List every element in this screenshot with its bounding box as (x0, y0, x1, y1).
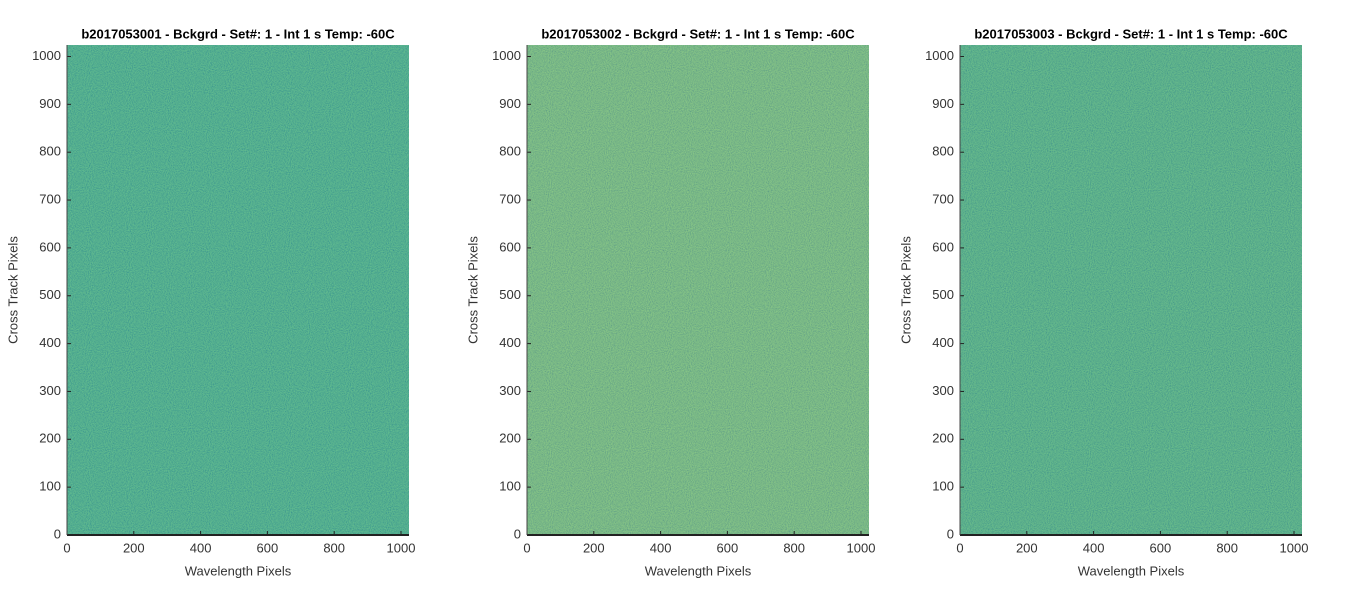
x-tick-label: 1000 (1280, 540, 1309, 555)
y-tick-label: 600 (932, 239, 954, 254)
x-tick-label: 0 (523, 540, 530, 555)
y-axis-label: Cross Track Pixels (898, 236, 913, 344)
y-tick-label: 0 (54, 526, 61, 541)
heatmap-noise (527, 45, 869, 535)
y-tick-label: 200 (932, 431, 954, 446)
y-tick-label: 400 (932, 335, 954, 350)
y-tick-label: 1000 (32, 48, 61, 63)
chart-title: b2017053001 - Bckgrd - Set#: 1 - Int 1 s… (81, 26, 395, 41)
x-tick-label: 800 (323, 540, 345, 555)
heatmap-noise (960, 45, 1302, 535)
x-tick-label: 400 (650, 540, 672, 555)
y-tick-label: 300 (499, 383, 521, 398)
x-tick-label: 600 (257, 540, 279, 555)
x-tick-label: 200 (123, 540, 145, 555)
x-tick-label: 600 (717, 540, 739, 555)
chart-title: b2017053002 - Bckgrd - Set#: 1 - Int 1 s… (541, 26, 855, 41)
y-tick-label: 300 (39, 383, 61, 398)
y-tick-label: 200 (499, 431, 521, 446)
x-axis-label: Wavelength Pixels (1078, 563, 1185, 578)
y-tick-label: 600 (499, 239, 521, 254)
y-tick-label: 600 (39, 239, 61, 254)
x-tick-label: 400 (1083, 540, 1105, 555)
y-tick-label: 400 (39, 335, 61, 350)
y-tick-label: 700 (932, 191, 954, 206)
y-tick-label: 0 (947, 526, 954, 541)
y-tick-label: 500 (932, 287, 954, 302)
x-tick-label: 1000 (847, 540, 876, 555)
x-tick-label: 0 (956, 540, 963, 555)
y-tick-label: 400 (499, 335, 521, 350)
y-tick-label: 800 (932, 144, 954, 159)
y-tick-label: 300 (932, 383, 954, 398)
y-axis-label: Cross Track Pixels (5, 236, 20, 344)
heatmap-noise (67, 45, 409, 535)
y-tick-label: 1000 (925, 48, 954, 63)
chart-title: b2017053003 - Bckgrd - Set#: 1 - Int 1 s… (974, 26, 1288, 41)
x-tick-label: 0 (63, 540, 70, 555)
y-axis-label: Cross Track Pixels (465, 236, 480, 344)
x-tick-label: 400 (190, 540, 212, 555)
y-tick-label: 900 (39, 96, 61, 111)
x-tick-label: 800 (783, 540, 805, 555)
y-tick-label: 100 (932, 479, 954, 494)
x-tick-label: 600 (1150, 540, 1172, 555)
y-tick-label: 0 (514, 526, 521, 541)
y-tick-label: 700 (39, 191, 61, 206)
y-tick-label: 900 (499, 96, 521, 111)
y-tick-label: 100 (39, 479, 61, 494)
y-tick-label: 500 (499, 287, 521, 302)
x-tick-label: 200 (583, 540, 605, 555)
x-tick-label: 800 (1216, 540, 1238, 555)
y-tick-label: 500 (39, 287, 61, 302)
y-tick-label: 900 (932, 96, 954, 111)
y-tick-label: 100 (499, 479, 521, 494)
y-tick-label: 200 (39, 431, 61, 446)
x-axis-label: Wavelength Pixels (645, 563, 752, 578)
y-tick-label: 700 (499, 191, 521, 206)
y-tick-label: 800 (499, 144, 521, 159)
x-tick-label: 200 (1016, 540, 1038, 555)
y-tick-label: 800 (39, 144, 61, 159)
y-tick-label: 1000 (492, 48, 521, 63)
x-tick-label: 1000 (387, 540, 416, 555)
x-axis-label: Wavelength Pixels (185, 563, 292, 578)
